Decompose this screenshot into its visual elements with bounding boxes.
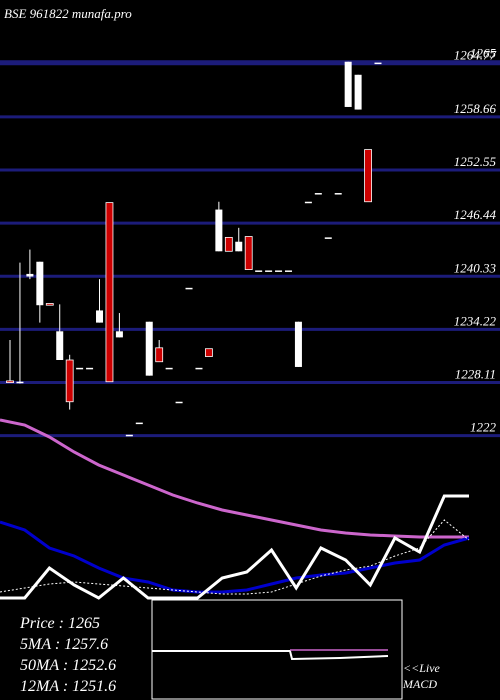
candle-body (36, 261, 44, 306)
info-ma: 12MA : 1251.6 (20, 678, 116, 695)
candle-body (45, 303, 54, 306)
candle-body (205, 348, 213, 357)
candle-body (284, 270, 292, 272)
candle-body (125, 434, 133, 437)
candle-body (215, 209, 223, 252)
candle-body (135, 422, 143, 425)
candle-body (354, 74, 362, 110)
y-tick-label: 1240.33 (454, 260, 497, 275)
candle-body (344, 61, 352, 107)
y-tick-label: 1234.22 (454, 313, 497, 328)
y-tick-label: 1264.77 (454, 48, 497, 63)
candle-body (115, 331, 123, 338)
candle-body (224, 236, 233, 252)
candle-body (275, 270, 283, 272)
candle-body (235, 241, 243, 252)
info-ma: 5MA : 1257.6 (20, 636, 108, 653)
candle-body (374, 62, 382, 65)
candle-body (96, 310, 104, 323)
candle-body (185, 287, 193, 290)
candle-body (56, 331, 64, 360)
candle-body (265, 270, 273, 272)
candle-body (364, 149, 372, 203)
y-tick-label: 1246.44 (454, 207, 497, 222)
y-tick-label: 1258.66 (454, 101, 497, 116)
macd-label: MACD (402, 677, 437, 691)
candle-body (155, 347, 164, 363)
y-tick-label: 1228.11 (455, 367, 496, 382)
candle-body (16, 381, 24, 384)
candle-body (255, 270, 263, 272)
y-tick-label: 1252.55 (454, 154, 497, 169)
indicator-line (0, 494, 469, 600)
candle-body (26, 273, 34, 277)
candle-body (86, 367, 94, 370)
macd-label: <<Live (403, 661, 441, 675)
candle-body (76, 367, 84, 370)
info-price: Price : 1265 (19, 615, 100, 632)
candle-body (334, 193, 342, 195)
info-ma: 50MA : 1252.6 (20, 657, 116, 674)
indicator-line (0, 519, 470, 595)
candle-body (145, 321, 153, 376)
candle-body (244, 236, 253, 270)
candle-body (314, 193, 322, 195)
candle-body (294, 321, 302, 367)
chart-title: BSE 961822 munafa.pro (4, 6, 132, 21)
candle-body (105, 202, 114, 383)
candle-body (65, 359, 74, 403)
y-tick-label: 1222 (470, 420, 497, 435)
candle-body (304, 201, 312, 204)
candle-body (195, 367, 203, 370)
candle-body (175, 401, 183, 404)
macd-line (152, 650, 389, 661)
candle-body (6, 380, 14, 384)
candle-body (324, 237, 332, 239)
candle-body (165, 367, 173, 370)
indicator-line (0, 520, 470, 594)
y-tick-label: 1265 (470, 46, 497, 61)
indicator-line (0, 418, 469, 539)
